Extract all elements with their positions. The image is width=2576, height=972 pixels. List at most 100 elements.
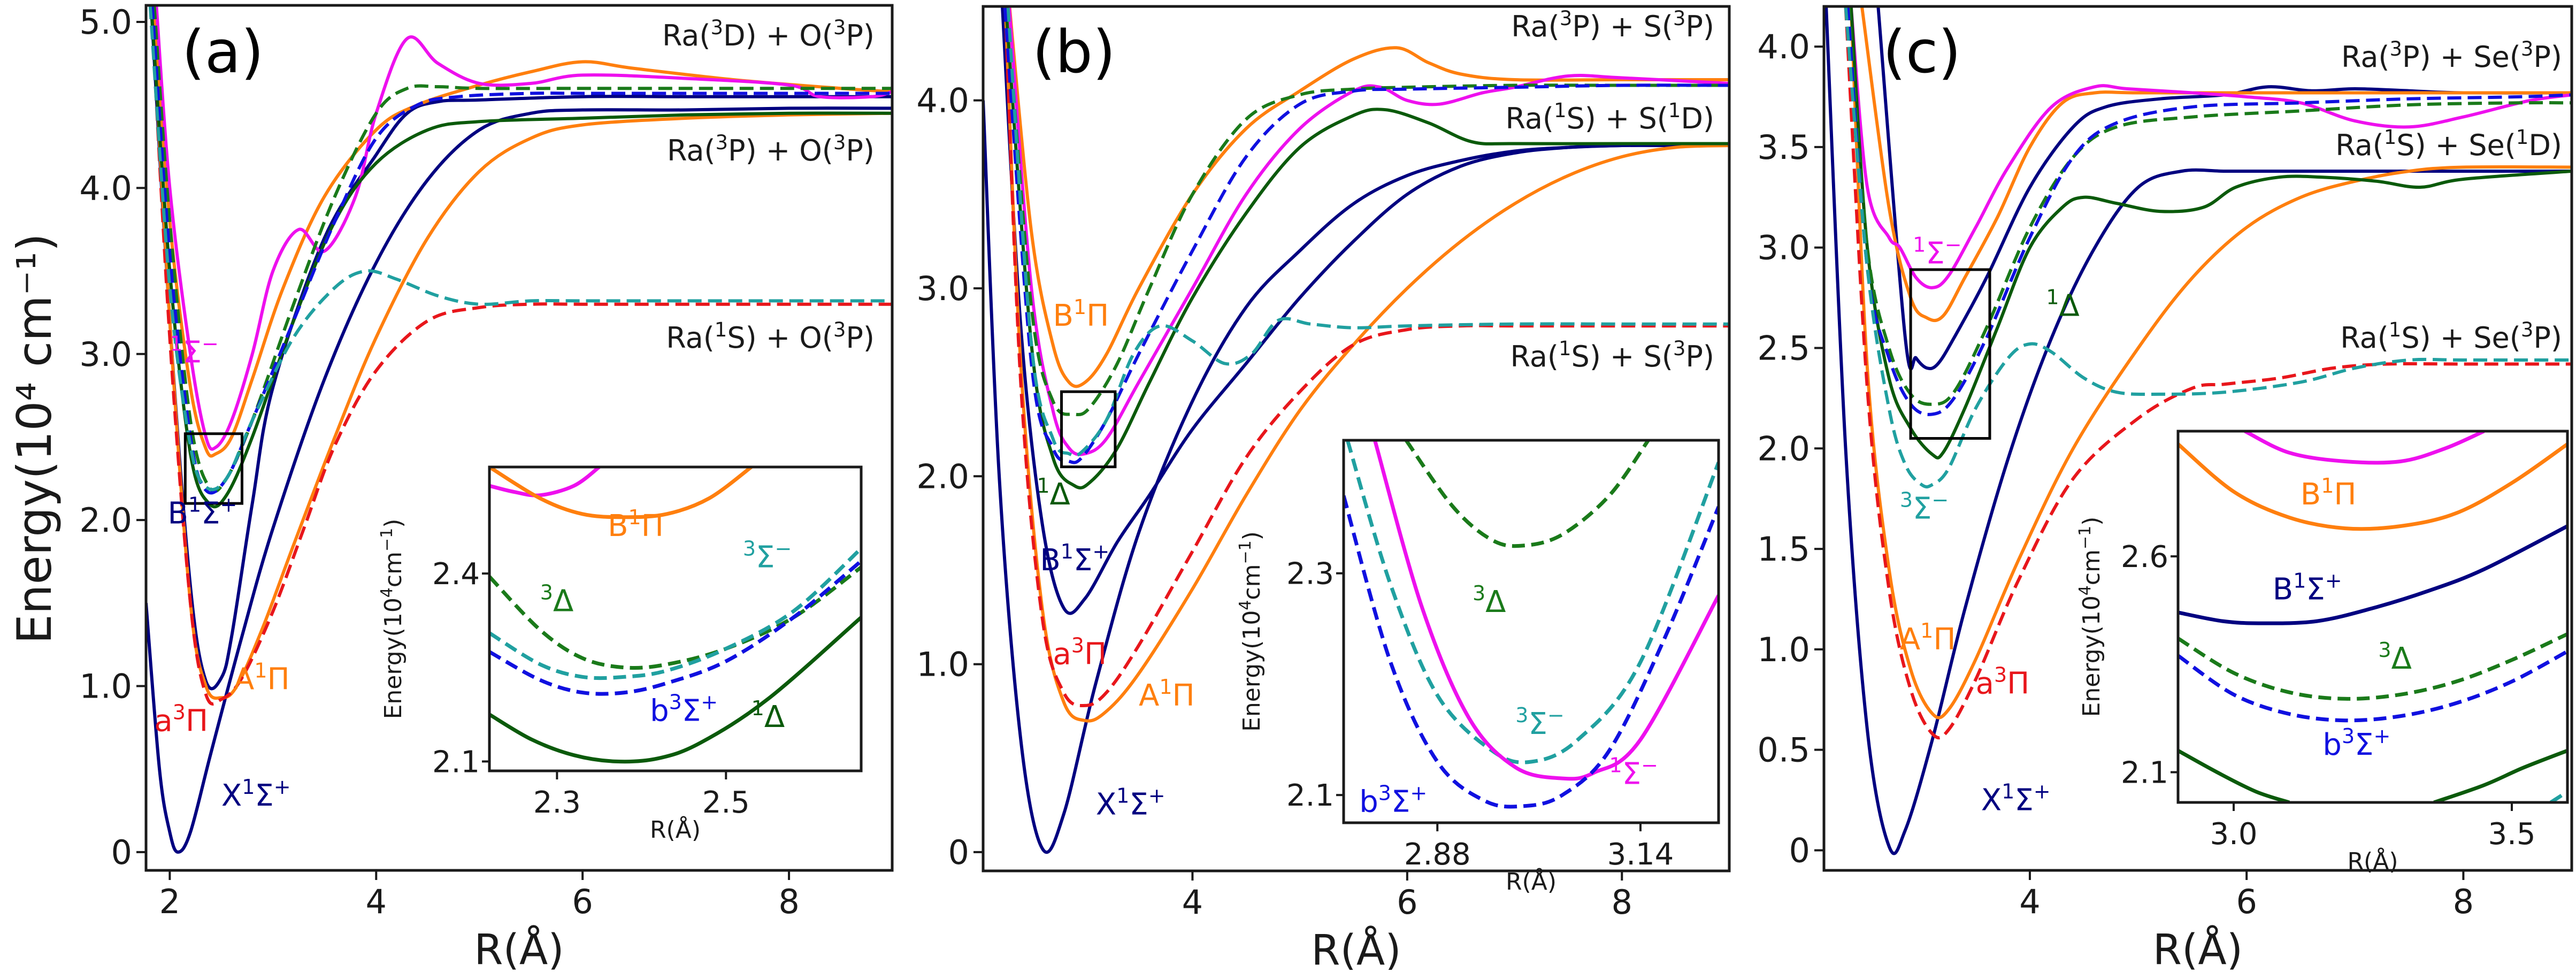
- inset-frame: [1342, 439, 1720, 824]
- curve-b1: [1860, 6, 2572, 323]
- text-run: 3: [710, 16, 723, 39]
- inset-y-tick-label: 2.3: [1286, 557, 1334, 592]
- inset-state-label: 3Δ: [1473, 581, 1506, 619]
- inset-x-tick-label: 3.5: [2488, 817, 2535, 852]
- x-tick-label: 4: [2019, 882, 2040, 921]
- text-run: Energy(10: [380, 598, 407, 719]
- inset-frame: [2176, 430, 2569, 804]
- text-run: Π: [1086, 299, 1109, 333]
- text-run: 1: [1559, 337, 1571, 360]
- x-tick-label: 2: [159, 882, 180, 921]
- text-run: Π: [2007, 666, 2029, 701]
- state-label: a3Π: [1976, 663, 2030, 701]
- inset: 2.3 2.52.12.4R(Å)Energy(104cm−1) B1Π3Σ−3Δb…: [378, 465, 863, 844]
- inset-curve-b1: [2178, 442, 2567, 531]
- curve-b3: [1846, 6, 2572, 416]
- inset-x-tick-label: 2.88: [1404, 837, 1471, 872]
- text-run: Σ: [201, 496, 220, 531]
- text-run: P): [846, 19, 875, 52]
- asymptote-label: Ra(3P) + S(3P): [1511, 7, 1714, 44]
- text-run: 3: [540, 580, 553, 604]
- text-run: +: [274, 775, 291, 799]
- inset-state-label: 1Σ−: [1609, 753, 1658, 791]
- inset-curve-1: [489, 616, 861, 764]
- inset-curve-3: [1404, 440, 1650, 548]
- text-run: 3: [743, 537, 756, 560]
- text-run: 3: [715, 131, 728, 154]
- asymptote-label: Ra(3D) + O(3P): [662, 16, 875, 53]
- text-run: P): [2533, 321, 2562, 355]
- inset-state-label: b3Σ+: [1359, 781, 1427, 819]
- text-run: a: [1053, 637, 1071, 672]
- text-run: cm: [2078, 549, 2105, 585]
- text-run: P): [1685, 10, 1714, 43]
- inset-state-label: 1Δ: [752, 697, 785, 734]
- text-run: Ra(: [2340, 321, 2389, 355]
- text-run: b: [1359, 784, 1378, 819]
- inset-state-label: b3Σ+: [2322, 724, 2390, 762]
- text-run: S) + Se(: [2401, 321, 2521, 355]
- text-run: Σ: [2355, 728, 2373, 762]
- text-run: 4: [378, 587, 396, 598]
- text-run: D): [2528, 128, 2562, 162]
- curve-1: [1849, 6, 2572, 289]
- text-run: a: [154, 703, 172, 738]
- curves: [983, 6, 1729, 854]
- text-run: Σ: [682, 693, 701, 728]
- y-tick-label: 3.0: [1757, 228, 1810, 267]
- curve-a1: [150, 5, 892, 700]
- y-tick-label: 3.5: [1757, 128, 1810, 167]
- inset-y-tick-label: 2.4: [432, 557, 480, 592]
- text-run: +: [2034, 779, 2051, 803]
- inset-curve-1: [2178, 749, 2290, 802]
- text-run: 4: [1236, 600, 1255, 610]
- text-run: 3: [1673, 7, 1686, 30]
- curve-b3: [1003, 6, 1729, 464]
- asymptote-label: Ra(1S) + S(3P): [1511, 337, 1715, 374]
- x-axis-label: R(Å): [2153, 925, 2243, 970]
- curve-3: [152, 5, 892, 493]
- text-run: 1: [1116, 784, 1129, 808]
- inset-curve-b3: [489, 560, 861, 696]
- inset-curve-3: [1345, 440, 1719, 764]
- inset-state-label: 3Δ: [540, 580, 574, 618]
- text-run: Ra(: [666, 321, 715, 355]
- inset-x-tick-label: 2.5: [702, 785, 750, 820]
- inset-x-tick-label: 2.3: [533, 785, 581, 820]
- text-run: −1: [378, 528, 396, 552]
- text-run: Σ: [1074, 543, 1092, 578]
- inset-curve-3: [2178, 632, 2567, 701]
- text-run: 1: [170, 332, 182, 355]
- curve-3: [148, 5, 892, 492]
- state-label: B1Σ+: [1040, 540, 1109, 578]
- text-run: B: [168, 496, 188, 531]
- curve-3: [1844, 6, 2572, 489]
- asymptote-label: Ra(1S) + O(3P): [666, 318, 875, 355]
- y-tick-label: 1.0: [79, 667, 132, 706]
- text-run: 3: [1378, 781, 1391, 805]
- text-run: −1: [1236, 540, 1255, 564]
- text-run: 1: [188, 493, 201, 516]
- asymptote-label: Ra(1S) + Se(3P): [2340, 318, 2562, 355]
- inset-y-tick-label: 2.1: [2121, 756, 2168, 791]
- inset-curves: [489, 467, 861, 764]
- curve-b3: [150, 5, 892, 495]
- inset-curve-3: [489, 565, 861, 670]
- text-run: 1: [254, 659, 267, 683]
- inset-curve-b3: [2178, 649, 2567, 723]
- text-run: +: [1410, 781, 1427, 805]
- zoom-box: [1060, 390, 1117, 469]
- y-tick-label: 2.5: [1757, 328, 1810, 368]
- text-run: Σ: [1622, 756, 1641, 791]
- y-tick-label: 4.0: [1757, 27, 1810, 66]
- text-run: X: [1981, 783, 2002, 817]
- y-tick-label: 0: [111, 833, 132, 872]
- text-run: 1: [2516, 126, 2529, 149]
- y-tick-label: 0: [948, 833, 969, 872]
- text-run: B: [1040, 543, 1060, 578]
- inset-curve-1-right: [2433, 748, 2567, 802]
- text-run: 3: [1673, 337, 1686, 360]
- text-run: 3: [2389, 37, 2402, 60]
- text-run: 1: [1061, 540, 1074, 563]
